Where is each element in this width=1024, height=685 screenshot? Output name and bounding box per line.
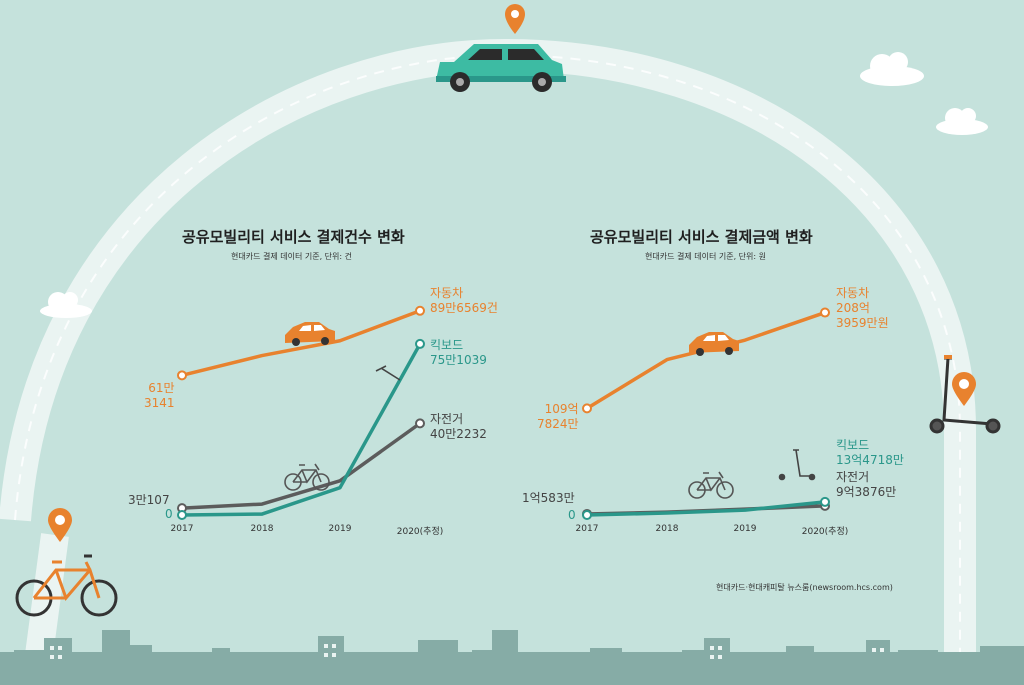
bicycle-icon (688, 471, 734, 499)
kickboard-end-label: 킥보드 75만1039 (430, 338, 487, 367)
cloud-icon (860, 52, 924, 86)
x-tick: 2019 (733, 524, 757, 534)
bicycle-end-label: 자전거 9억3876만 (836, 470, 897, 499)
x-tick: 2017 (575, 524, 599, 534)
chart2-subtitle: 현대카드 결제 데이터 기준, 단위: 원 (645, 252, 766, 261)
bicycle-end-label: 자전거 40만2232 (430, 412, 487, 441)
kickboard-end-label: 킥보드 13억4718만 (836, 438, 904, 467)
kickboard-data-point (415, 338, 425, 349)
location-pin-icon (505, 4, 525, 34)
x-tick: 2018 (655, 524, 679, 534)
kickboard-icon (375, 365, 401, 381)
location-pin-icon (48, 508, 72, 542)
kickboard-data-point (582, 510, 592, 520)
city-skyline (0, 630, 1024, 685)
kickboard-start-label: 0 (568, 508, 576, 522)
car-icon (436, 44, 566, 92)
kickboard-series-line (586, 500, 826, 517)
car-data-point (820, 307, 830, 318)
car-series-line (586, 310, 826, 410)
kickboard-icon (778, 449, 816, 481)
bicycle-start-label: 1억583만 (522, 491, 575, 505)
kickboard-data-point (820, 496, 830, 507)
x-tick: 2018 (250, 524, 274, 534)
x-tick: 2020(추정) (396, 527, 444, 537)
source-credit: 현대카드·현대캐피탈 뉴스룸(newsroom.hcs.com) (716, 583, 893, 592)
bicycle-icon (284, 463, 330, 491)
bicycle-data-point (415, 418, 425, 429)
car-start-label: 109억 7824만 (537, 402, 579, 431)
car-series-line (181, 309, 421, 378)
chart1-decor (284, 322, 401, 491)
car-start-label: 61만 3141 (144, 381, 175, 410)
car-end-label: 자동차 208억 3959만원 (836, 286, 889, 330)
city-windows (50, 644, 884, 659)
kickboard-data-point (177, 510, 187, 520)
cloud-icon (40, 292, 92, 318)
car-icon (285, 322, 335, 346)
chart2-decor (688, 332, 816, 499)
location-pin-icon (952, 372, 976, 406)
car-end-label: 자동차 89만6569건 (430, 286, 498, 315)
car-icon (689, 332, 739, 356)
car-data-point (582, 403, 592, 414)
x-tick: 2017 (170, 524, 194, 534)
x-tick: 2019 (328, 524, 352, 534)
chart1-subtitle: 현대카드 결제 데이터 기준, 단위: 건 (231, 252, 352, 261)
kickboard-icon (929, 355, 1001, 434)
chart2-title: 공유모빌리티 서비스 결제금액 변화 (590, 228, 813, 246)
bicycle-icon (15, 554, 118, 617)
kickboard-start-label: 0 (165, 507, 173, 521)
chart1-title: 공유모빌리티 서비스 결제건수 변화 (182, 228, 405, 246)
bicycle-start-label: 3만107 (128, 493, 170, 507)
car-data-point (177, 370, 187, 381)
cloud-icon (936, 108, 988, 135)
bicycle-series-line (181, 421, 422, 510)
kickboard-series-line (181, 343, 422, 517)
x-tick: 2020(추정) (801, 527, 849, 537)
car-data-point (415, 305, 425, 316)
